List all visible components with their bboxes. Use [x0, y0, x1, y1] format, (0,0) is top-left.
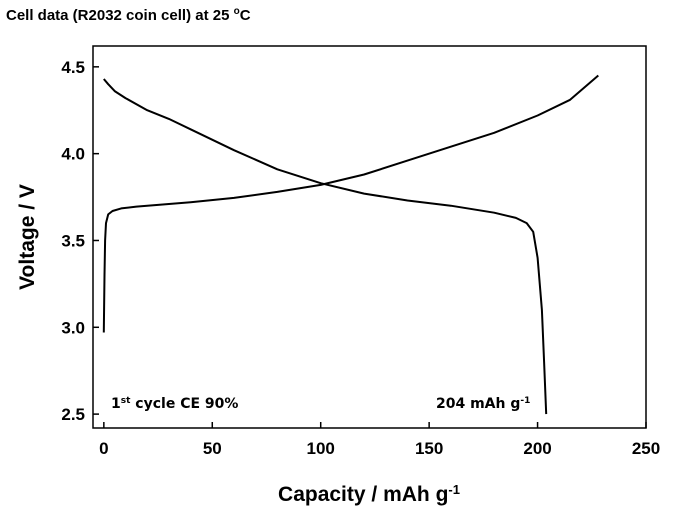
y-tick-label: 4.5 — [61, 58, 85, 77]
x-tick-label: 0 — [99, 439, 108, 458]
x-tick-label: 150 — [415, 439, 443, 458]
annotation-capacity: 204 mAh g-1 — [436, 396, 530, 412]
axis-ticks: 0 50 100 150 200 250 2.5 3.0 3.5 4.0 4.5 — [61, 58, 660, 458]
x-tick-label: 100 — [307, 439, 335, 458]
x-tick-label: 50 — [203, 439, 222, 458]
annotation-ce: 1st cycle CE 90% — [111, 396, 238, 412]
discharge-curve — [103, 78, 548, 415]
charge-curve — [102, 74, 599, 333]
y-axis-title: Voltage / V — [16, 184, 39, 290]
y-tick-label: 3.5 — [61, 231, 85, 250]
x-tick-label: 200 — [523, 439, 551, 458]
y-tick-label: 4.0 — [61, 145, 85, 164]
series-lines — [102, 74, 599, 415]
plot-frame — [92, 45, 647, 429]
x-axis-title: Capacity / mAh g-1 — [278, 482, 460, 507]
y-tick-label: 3.0 — [61, 318, 85, 337]
x-tick-label: 250 — [632, 439, 660, 458]
chart-title: Cell data (R2032 coin cell) at 25 oC — [6, 6, 251, 24]
y-tick-label: 2.5 — [61, 405, 85, 424]
